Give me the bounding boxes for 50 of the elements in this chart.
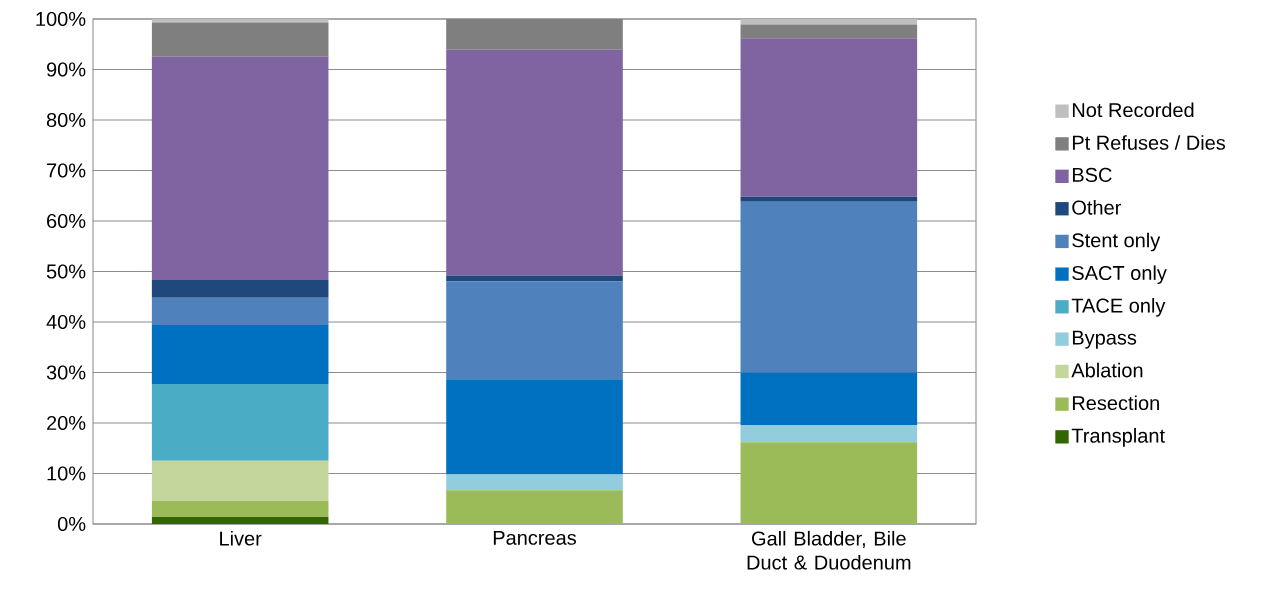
bar [740,425,918,443]
legend-label: Ablation [1071,362,1143,378]
x-tick-label: Liver [220,530,262,546]
bar [740,38,918,197]
bar [740,196,918,202]
y-tick-label: 40% [46,314,86,330]
y-tick-label: 0% [57,516,86,532]
bar [740,201,918,373]
y-tick-label: 20% [47,415,86,431]
legend-label: Resection [1072,395,1159,411]
y-tick-label: 80% [46,112,86,128]
bar [151,18,329,23]
bar [740,18,918,25]
y-tick-label: 60% [47,213,86,229]
y-tick-label: 30% [46,365,86,380]
legend-label: Pt Refuses / Dies [1072,135,1226,150]
bar [740,372,918,426]
y-tick-label: 90% [46,62,86,77]
legend-label: Stent only [1072,232,1161,252]
bar [446,490,623,524]
bar [446,18,623,50]
bar [151,516,329,524]
bar [151,384,329,461]
legend-label: BSC [1072,167,1112,182]
y-tick-label: 100% [36,11,86,27]
y-tick-label: 70% [47,163,86,178]
bar [151,460,329,501]
bar [446,275,623,282]
x-tick-label: Pancreas [493,530,576,545]
bar [740,24,918,39]
bar [446,49,623,276]
bar [151,500,329,517]
legend-label: SACT only [1072,265,1167,285]
y-tick-label: 50% [46,264,86,279]
legend-label: Bypass [1072,330,1137,349]
bar [151,325,329,385]
x-tick-label: Gall Bladder, Bile Duct & Duodenum [747,530,911,570]
y-tick-label: 10% [47,466,86,481]
bar [151,56,329,281]
legend-label: TACE only [1071,298,1166,317]
legend-label: Other [1072,199,1121,215]
bar [446,281,623,381]
bar [151,297,329,326]
legend-label: Not Recorded [1072,102,1194,118]
bar [151,280,329,298]
bar [151,22,329,57]
legend-label: Transplant [1071,428,1165,447]
bar [446,474,623,491]
bar [740,442,918,524]
bar [446,380,623,475]
